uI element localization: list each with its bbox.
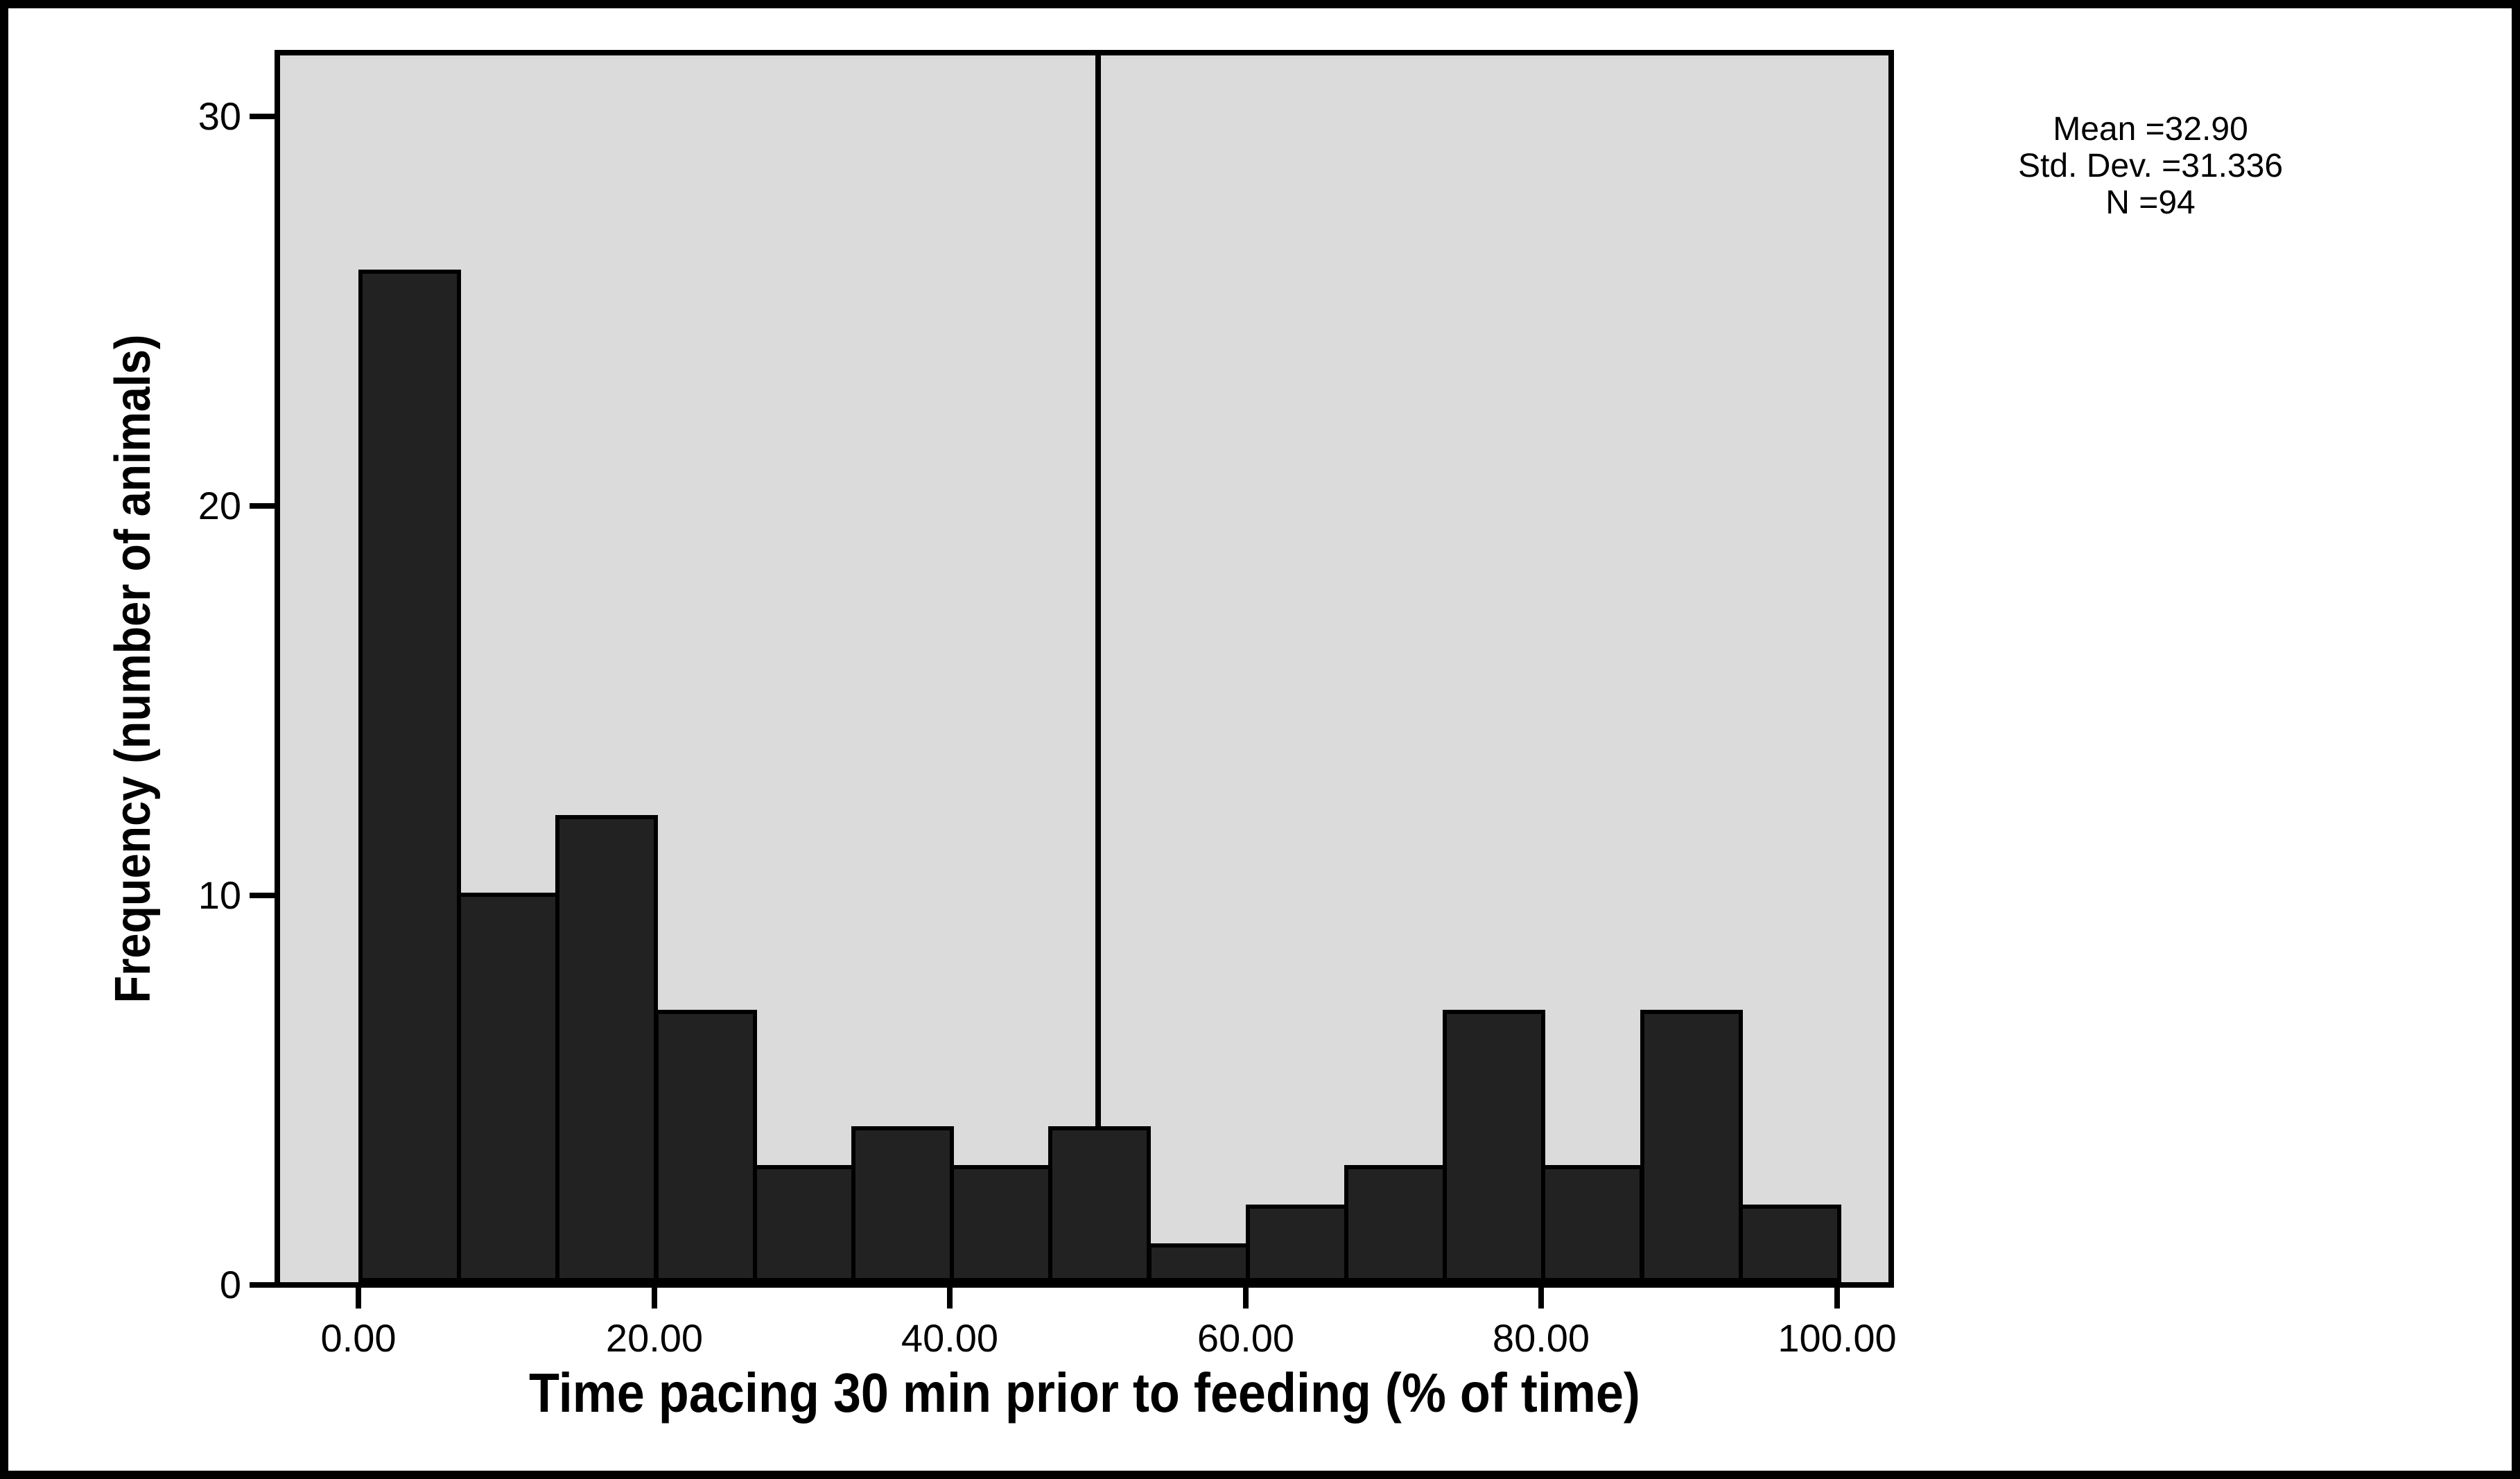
- histogram-bar: [753, 1165, 855, 1282]
- x-axis-tick: [1538, 1288, 1544, 1309]
- y-axis-tick-label: 10: [198, 873, 241, 917]
- x-axis-tick: [1834, 1288, 1840, 1309]
- x-axis-tick-label: 80.00: [1492, 1316, 1590, 1360]
- x-axis-tick-label: 60.00: [1197, 1316, 1295, 1360]
- histogram-bar: [1344, 1165, 1447, 1282]
- histogram-bar: [1541, 1165, 1644, 1282]
- y-axis-title: Frequency (number of animals): [50, 55, 216, 1282]
- histogram-bar: [1443, 1010, 1545, 1282]
- histogram-bar: [1048, 1126, 1151, 1282]
- stats-annotation: Mean =32.90 Std. Dev. =31.336 N =94: [1894, 111, 2407, 221]
- y-axis-tick-label: 0: [219, 1263, 241, 1306]
- x-axis-title: Time pacing 30 min prior to feeding (% o…: [280, 1361, 1888, 1425]
- x-axis-tick: [652, 1288, 657, 1309]
- y-axis-tick: [250, 893, 275, 898]
- y-axis-tick-label: 20: [198, 484, 241, 527]
- histogram-bar: [358, 270, 461, 1282]
- y-axis-tick: [250, 1282, 275, 1288]
- y-axis-tick: [250, 503, 275, 509]
- histogram-bar: [851, 1126, 954, 1282]
- histogram-bar: [1640, 1010, 1743, 1282]
- y-axis-tick-label: 30: [198, 94, 241, 138]
- histogram-bar: [950, 1165, 1052, 1282]
- stat-line-stddev: Std. Dev. =31.336: [2017, 148, 2284, 184]
- x-axis-tick: [1243, 1288, 1249, 1309]
- x-axis-tick-label: 100.00: [1778, 1316, 1897, 1360]
- histogram-bar: [1147, 1243, 1250, 1282]
- histogram-bar: [457, 893, 559, 1282]
- x-axis-tick: [947, 1288, 953, 1309]
- stat-line-mean: Mean =32.90: [2053, 111, 2248, 148]
- histogram-bar: [654, 1010, 757, 1282]
- x-axis-tick-label: 20.00: [605, 1316, 704, 1360]
- histogram-bar: [1246, 1205, 1348, 1282]
- stat-line-n: N =94: [2105, 184, 2196, 221]
- x-axis-tick-label: 0.00: [320, 1316, 397, 1360]
- x-axis-title-text: Time pacing 30 min prior to feeding (% o…: [528, 1362, 1640, 1424]
- y-axis-tick: [250, 114, 275, 119]
- histogram-bar: [1739, 1205, 1841, 1282]
- x-axis-tick: [356, 1288, 361, 1309]
- x-axis-tick-label: 40.00: [901, 1316, 999, 1360]
- histogram-bar: [555, 815, 658, 1282]
- reference-line: [1095, 55, 1101, 1282]
